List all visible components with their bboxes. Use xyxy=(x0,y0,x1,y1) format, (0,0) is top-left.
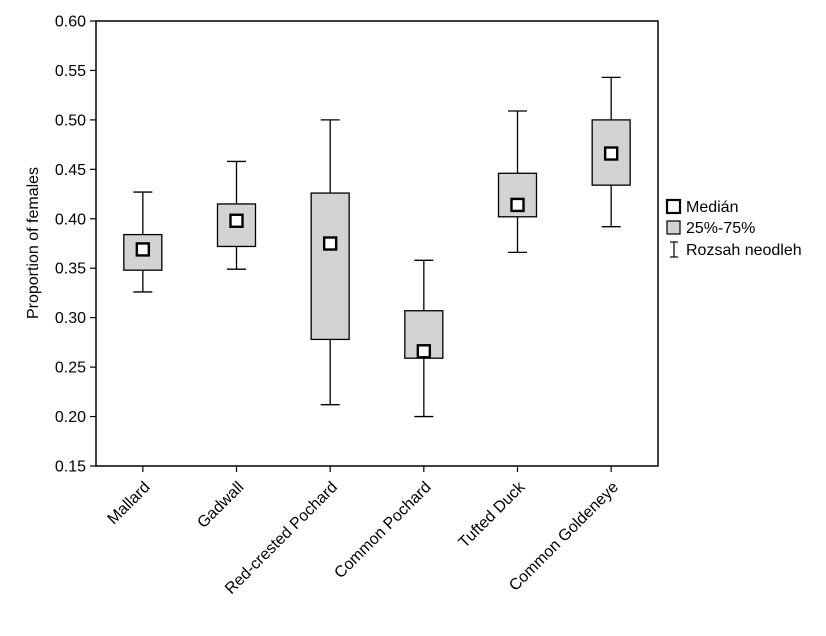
legend-range-label: Rozsah neodleh xyxy=(686,242,802,259)
y-tick-label: 0.60 xyxy=(55,14,86,31)
y-axis: 0.15 0.20 0.25 0.30 0.35 0.40 0.45 0.50 0.55 0.60 xyxy=(55,14,96,476)
y-tick-label: 0.35 xyxy=(55,261,86,278)
y-tick-label: 0.20 xyxy=(55,409,86,426)
y-tick-label: 0.55 xyxy=(55,63,86,80)
y-tick-label: 0.45 xyxy=(55,162,86,179)
legend-median-label: Medián xyxy=(686,199,738,216)
box-series xyxy=(123,76,631,418)
y-tick-label: 0.15 xyxy=(55,459,86,476)
median-marker xyxy=(510,197,525,213)
y-tick-label: 0.25 xyxy=(55,360,86,377)
y-tick-label: 0.40 xyxy=(55,211,86,228)
x-tick-label: Tufted Duck xyxy=(456,478,529,551)
y-tick-label: 0.30 xyxy=(55,310,86,327)
median-marker xyxy=(135,242,151,257)
box-group xyxy=(591,76,631,228)
plot-area-frame xyxy=(95,20,659,467)
legend-box-marker xyxy=(666,220,681,235)
median-marker xyxy=(322,236,338,251)
median-marker xyxy=(603,146,619,161)
y-tick-label: 0.50 xyxy=(55,112,86,129)
legend-median-marker xyxy=(665,198,682,215)
box-group xyxy=(497,110,538,254)
box-group xyxy=(123,191,163,293)
x-tick-label: Common Pochard xyxy=(331,479,434,582)
median-marker xyxy=(229,213,244,228)
median-marker xyxy=(416,344,432,359)
box-group xyxy=(310,119,350,406)
y-axis-title: Proportion of females xyxy=(25,167,42,319)
box-group xyxy=(404,259,444,418)
x-tick-label: Common Goldeneye xyxy=(506,479,622,595)
legend-box-label: 25%-75% xyxy=(686,220,755,237)
x-tick-label: Gadwall xyxy=(194,479,247,532)
x-tick-label: Mallard xyxy=(105,479,154,528)
iqr-box xyxy=(310,192,350,341)
box-group xyxy=(216,160,257,270)
legend: Medián 25%-75% Rozsah neodleh xyxy=(665,198,802,259)
